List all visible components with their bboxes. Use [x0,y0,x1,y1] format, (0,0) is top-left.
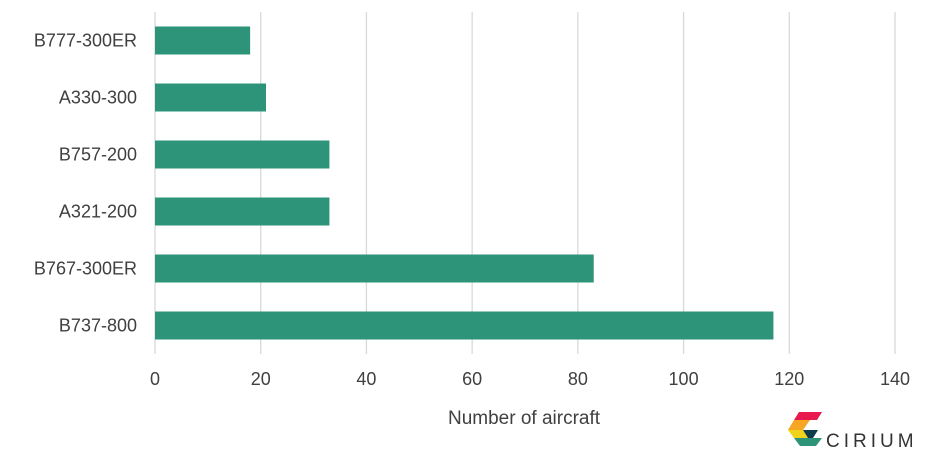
category-label-b757-200: B757-200 [59,145,137,165]
x-tick-label: 80 [568,369,588,389]
bar-a321-200 [155,197,330,226]
category-label-b777-300er: B777-300ER [34,31,137,51]
bar-b737-800 [155,311,774,340]
bar-b777-300er [155,26,251,55]
gridlines [154,12,896,354]
bars [155,26,774,340]
x-tick-label: 20 [251,369,271,389]
bar-a330-300 [155,83,266,112]
x-tick-label: 140 [880,369,910,389]
category-label-a330-300: A330-300 [59,88,137,108]
bar-b757-200 [155,140,330,169]
x-tick-label: 40 [356,369,376,389]
category-labels: B777-300ER A330-300 B757-200 A321-200 B767-3… [34,31,137,336]
x-tick-label: 60 [462,369,482,389]
x-tick-label: 0 [150,369,160,389]
x-tick-label: 100 [669,369,699,389]
category-label-b737-800: B737-800 [59,316,137,336]
category-label-b767-300er: B767-300ER [34,259,137,279]
cirium-logo-text: CIRIUM [826,431,918,452]
cirium-logo-mark-icon [788,412,822,446]
bar-b767-300er [155,254,594,283]
cirium-logo: CIRIUM [788,412,918,452]
category-label-a321-200: A321-200 [59,202,137,222]
x-tick-label: 120 [774,369,804,389]
x-axis-title: Number of aircraft [448,408,601,429]
x-tick-labels: 0 20 40 60 80 100 120 140 [150,369,910,389]
